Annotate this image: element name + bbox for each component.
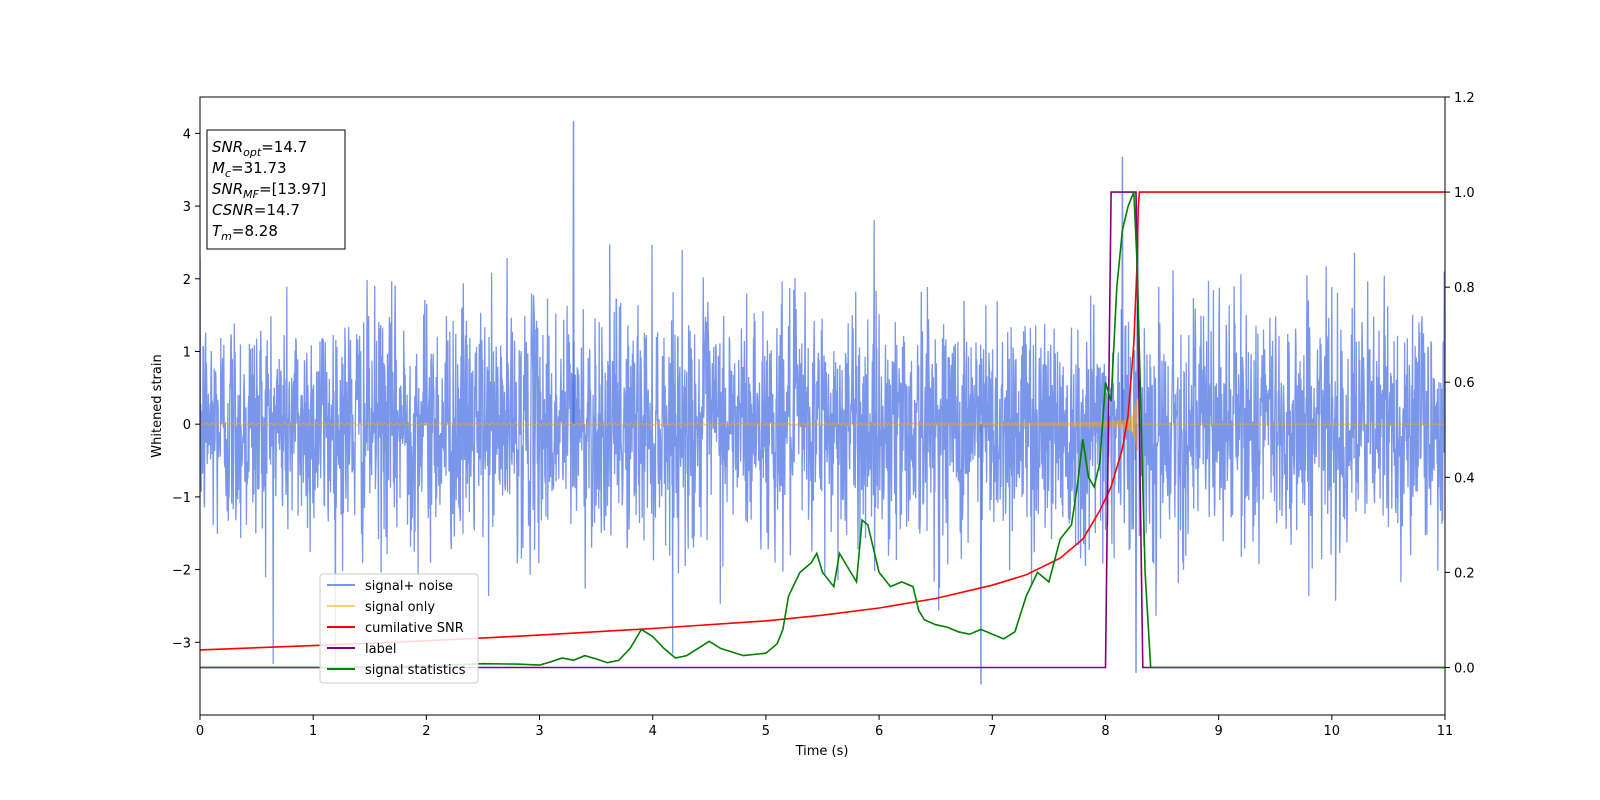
series-line <box>200 191 1445 651</box>
annotation-line: Tm=8.28 <box>212 222 278 243</box>
annotation-line: CSNR=14.7 <box>212 201 300 219</box>
noise-peak <box>572 120 575 425</box>
y2-tick-label: 0.0 <box>1454 661 1475 676</box>
y-axis-left: −3 −2 −1 0 1 2 3 4 <box>172 127 200 651</box>
x-tick-label: 6 <box>875 724 883 739</box>
y-tick-label: 2 <box>183 273 191 288</box>
legend-label: signal statistics <box>365 663 466 678</box>
y2-tick-label: 1.0 <box>1454 186 1475 201</box>
legend-label: label <box>365 642 396 657</box>
legend: signal+ noise signal only cumilative SNR la… <box>319 573 479 684</box>
y2-tick-label: 1.2 <box>1454 91 1475 106</box>
y-axis-label: Whitened strain <box>150 354 165 457</box>
series-cumilative-snr <box>200 191 1445 651</box>
x-tick-label: 8 <box>1101 724 1109 739</box>
legend-label: signal only <box>365 600 435 615</box>
x-tick-label: 11 <box>1437 724 1454 739</box>
x-axis-label: Time (s) <box>795 744 849 759</box>
x-tick-label: 2 <box>422 724 430 739</box>
x-tick-label: 3 <box>535 724 543 739</box>
annotation-line: Mc=31.73 <box>212 159 287 180</box>
x-tick-label: 5 <box>762 724 770 739</box>
legend-item: cumilative SNR <box>327 621 464 636</box>
noise-peak <box>979 424 983 685</box>
legend-item: label <box>327 642 396 657</box>
x-tick-label: 9 <box>1214 724 1222 739</box>
plot-area <box>200 120 1445 685</box>
legend-item: signal+ noise <box>327 579 453 594</box>
noise-peak <box>1134 424 1138 673</box>
y-tick-label: −3 <box>172 636 191 651</box>
y-tick-label: 1 <box>183 345 191 360</box>
series-line <box>200 220 1445 665</box>
annotation-line: SNRMF=[13.97] <box>212 180 326 201</box>
legend-label: cumilative SNR <box>365 621 464 636</box>
y-tick-label: 3 <box>183 200 191 215</box>
y-tick-label: 0 <box>183 418 191 433</box>
series-line <box>200 191 1445 669</box>
legend-label: signal+ noise <box>365 579 453 594</box>
annotation-line: SNRopt=14.7 <box>212 138 307 159</box>
y-tick-label: 4 <box>183 127 191 142</box>
y2-tick-label: 0.8 <box>1454 281 1475 296</box>
y-tick-label: −2 <box>172 564 191 579</box>
annotation-box: SNRopt=14.7Mc=31.73SNRMF=[13.97]CSNR=14.… <box>206 129 346 250</box>
y-tick-label: −1 <box>172 491 191 506</box>
series-signal-statistics <box>200 191 1445 669</box>
x-tick-label: 4 <box>649 724 657 739</box>
y2-tick-label: 0.4 <box>1454 471 1475 486</box>
x-tick-label: 7 <box>988 724 996 739</box>
series-signal-only <box>200 400 1445 452</box>
x-tick-label: 10 <box>1324 724 1341 739</box>
y2-tick-label: 0.2 <box>1454 566 1475 581</box>
x-tick-label: 0 <box>196 724 204 739</box>
legend-item: signal statistics <box>327 663 466 678</box>
y-axis-right: 0.0 0.2 0.4 0.6 0.8 1.0 1.2 <box>1445 91 1475 676</box>
legend-item: signal only <box>327 600 435 615</box>
series-line <box>200 400 1445 452</box>
x-axis: 0 1 2 3 4 5 6 7 8 9 10 11 <box>196 715 1453 739</box>
x-tick-label: 1 <box>309 724 317 739</box>
y2-tick-label: 0.6 <box>1454 376 1475 391</box>
plot-frame <box>199 96 1446 716</box>
